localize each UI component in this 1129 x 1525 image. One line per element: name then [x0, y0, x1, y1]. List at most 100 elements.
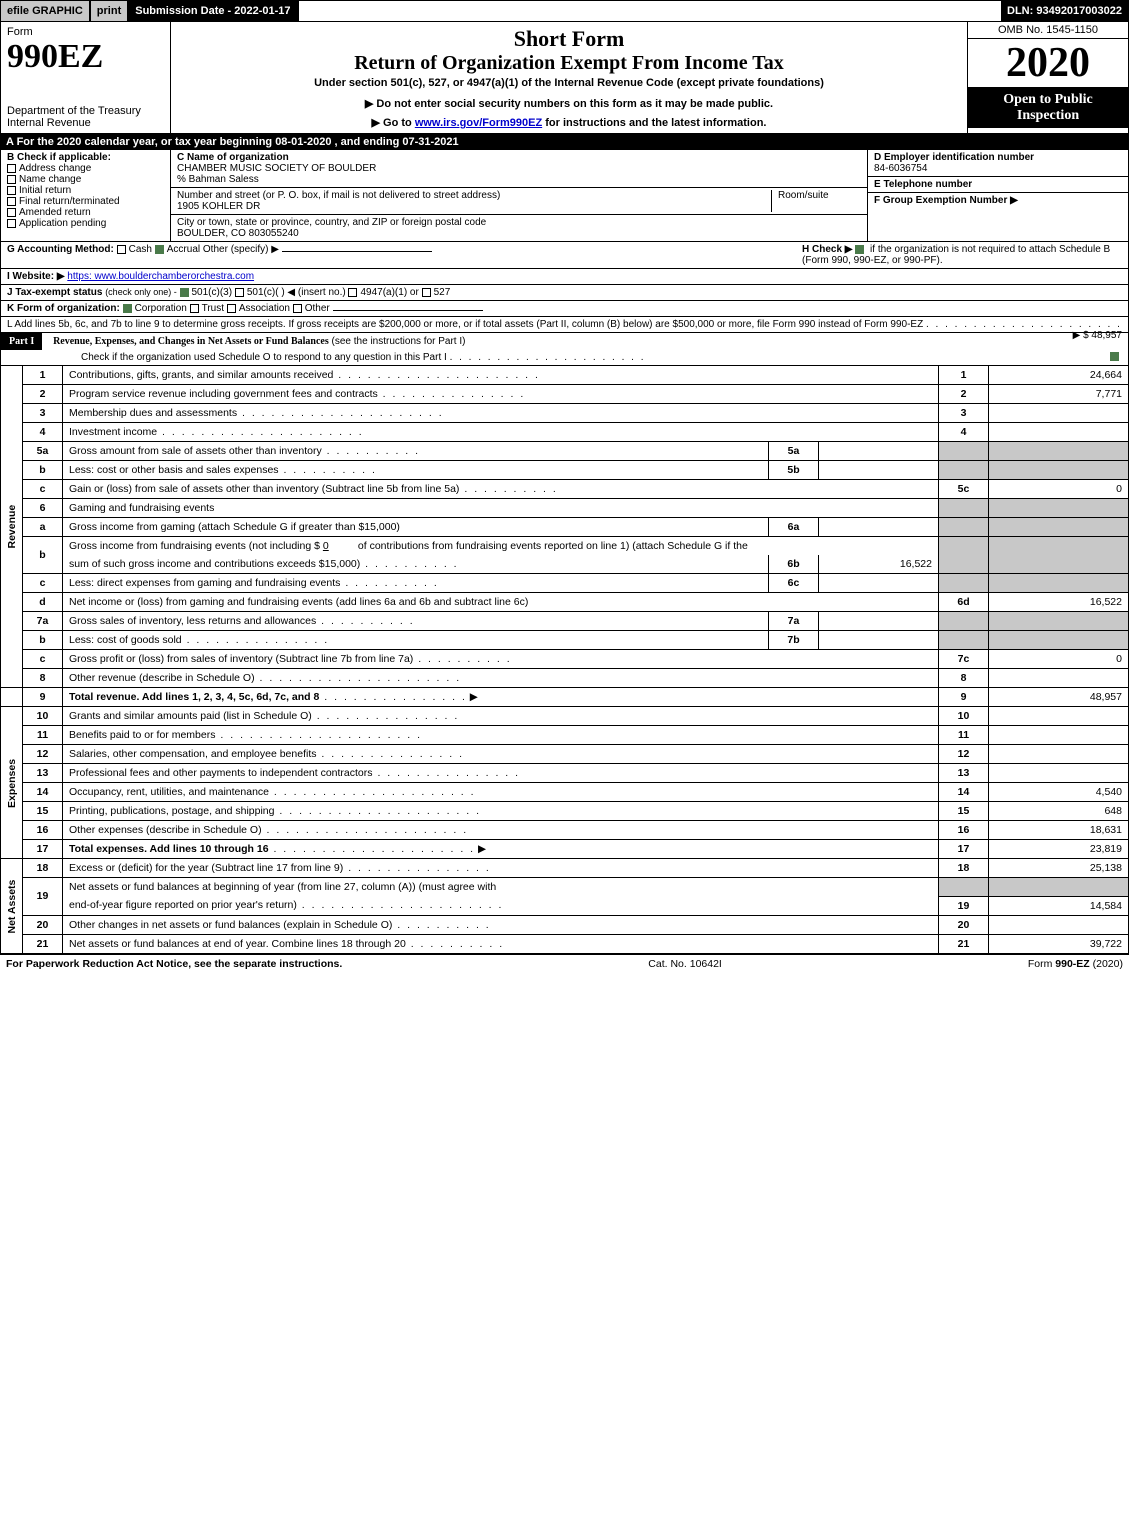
row-rv: [989, 764, 1129, 783]
shaded: [939, 574, 989, 593]
k-corp-check[interactable]: [123, 304, 132, 313]
part-i-checkbox[interactable]: [1110, 352, 1119, 361]
lines-table: Revenue 1 Contributions, gifts, grants, …: [0, 366, 1129, 954]
optb-1[interactable]: Name change: [7, 174, 164, 185]
j-501c-check[interactable]: [235, 288, 244, 297]
box-b: B Check if applicable: Address change Na…: [1, 150, 171, 241]
dots: [297, 899, 504, 911]
row-num: c: [23, 650, 63, 669]
irs-link[interactable]: www.irs.gov/Form990EZ: [415, 117, 542, 129]
row-desc: Professional fees and other payments to …: [63, 764, 939, 783]
dots: [237, 407, 444, 419]
shaded: [939, 461, 989, 480]
row-num: 12: [23, 745, 63, 764]
h-check[interactable]: [855, 245, 864, 254]
row-desc-text: Investment income: [69, 426, 157, 438]
row-num: 16: [23, 821, 63, 840]
city-label: City or town, state or province, country…: [177, 217, 486, 228]
k-other-check[interactable]: [293, 304, 302, 313]
row-rn: 18: [939, 859, 989, 878]
row-num: c: [23, 480, 63, 499]
g-cash: Cash: [129, 244, 152, 255]
j-501c3-check[interactable]: [180, 288, 189, 297]
row-mn: 7a: [769, 612, 819, 631]
row-rn: 19: [939, 896, 989, 915]
row-desc: Total expenses. Add lines 10 through 16 …: [63, 840, 939, 859]
row-6b-amt: 0: [323, 540, 329, 552]
row-rv: [989, 404, 1129, 423]
optb-2[interactable]: Initial return: [7, 185, 164, 196]
row-rv: 24,664: [989, 366, 1129, 385]
website-link[interactable]: https: www.boulderchamberorchestra.com: [67, 271, 254, 282]
row-desc: Investment income: [63, 423, 939, 442]
return-title: Return of Organization Exempt From Incom…: [177, 52, 961, 75]
print-btn[interactable]: print: [91, 1, 129, 21]
row-rv: [989, 669, 1129, 688]
efile-graphic-btn[interactable]: efile GRAPHIC: [1, 1, 91, 21]
row-rn: 1: [939, 366, 989, 385]
rev-pad: [1, 688, 23, 707]
row-desc: Program service revenue including govern…: [63, 385, 939, 404]
shaded: [989, 518, 1129, 537]
line-k: K Form of organization: Corporation Trus…: [0, 301, 1129, 317]
row-desc-text: Other revenue (describe in Schedule O): [69, 672, 255, 684]
optb-0[interactable]: Address change: [7, 163, 164, 174]
c-name-label: C Name of organization: [177, 152, 861, 163]
optb-3[interactable]: Final return/terminated: [7, 196, 164, 207]
row-num: d: [23, 593, 63, 612]
g-other-field[interactable]: [282, 251, 432, 252]
row-rn: 13: [939, 764, 989, 783]
j-4947-check[interactable]: [348, 288, 357, 297]
row-rv: 23,819: [989, 840, 1129, 859]
row-num: 4: [23, 423, 63, 442]
dots: [279, 464, 377, 476]
row-desc-text: Less: direct expenses from gaming and fu…: [69, 577, 340, 589]
row-desc-text2: of contributions from fundraising events…: [358, 540, 748, 552]
j-527-check[interactable]: [422, 288, 431, 297]
l-text: L Add lines 5b, 6c, and 7b to line 9 to …: [7, 319, 923, 330]
k-other-field[interactable]: [333, 310, 483, 311]
row-desc: Contributions, gifts, grants, and simila…: [63, 366, 939, 385]
row-mv: [819, 518, 939, 537]
row-num: 3: [23, 404, 63, 423]
row-num: 10: [23, 707, 63, 726]
footer-right: Form 990-EZ (2020): [1028, 958, 1123, 970]
row-mv: 16,522: [819, 555, 939, 574]
line-g-h: G Accounting Method: Cash Accrual Other …: [0, 242, 1129, 269]
shaded: [989, 631, 1129, 650]
row-desc: Gross sales of inventory, less returns a…: [63, 612, 769, 631]
row-rv: [989, 726, 1129, 745]
footer-right-bold: 990-EZ: [1055, 958, 1089, 970]
form-label: Form: [7, 26, 164, 38]
line-i: I Website: ▶ https: www.boulderchamberor…: [0, 269, 1129, 285]
row-rv: 648: [989, 802, 1129, 821]
shaded: [939, 612, 989, 631]
row-num: 20: [23, 915, 63, 934]
k-assoc-check[interactable]: [227, 304, 236, 313]
warn2-pre: ▶ Go to: [372, 117, 415, 129]
subtitle: Under section 501(c), 527, or 4947(a)(1)…: [177, 77, 961, 89]
row-mv: [819, 612, 939, 631]
optb-4[interactable]: Amended return: [7, 207, 164, 218]
dots: [255, 672, 462, 684]
row-mv: [819, 461, 939, 480]
line-l: L Add lines 5b, 6c, and 7b to line 9 to …: [0, 317, 1129, 333]
row-desc-text: Less: cost or other basis and sales expe…: [69, 464, 279, 476]
row-desc-text: Other expenses (describe in Schedule O): [69, 824, 262, 836]
row-num: 17: [23, 840, 63, 859]
row-desc-text: Gain or (loss) from sale of assets other…: [69, 483, 459, 495]
row-desc: sum of such gross income and contributio…: [63, 555, 769, 574]
g-accrual-check[interactable]: [155, 245, 164, 254]
k-trust-check[interactable]: [190, 304, 199, 313]
row-desc-text1: Gross income from fundraising events (no…: [69, 540, 320, 552]
optb-5[interactable]: Application pending: [7, 218, 164, 229]
optb-5-label: Application pending: [19, 218, 106, 229]
row-desc: Gross income from gaming (attach Schedul…: [63, 518, 769, 537]
row-rn: 16: [939, 821, 989, 840]
g-cash-check[interactable]: [117, 245, 126, 254]
row-desc-text: Grants and similar amounts paid (list in…: [69, 710, 312, 722]
row-rn: 20: [939, 915, 989, 934]
row-desc-text: Contributions, gifts, grants, and simila…: [69, 369, 333, 381]
row-desc: Printing, publications, postage, and shi…: [63, 802, 939, 821]
open-public-inspection: Open to Public Inspection: [968, 88, 1128, 128]
